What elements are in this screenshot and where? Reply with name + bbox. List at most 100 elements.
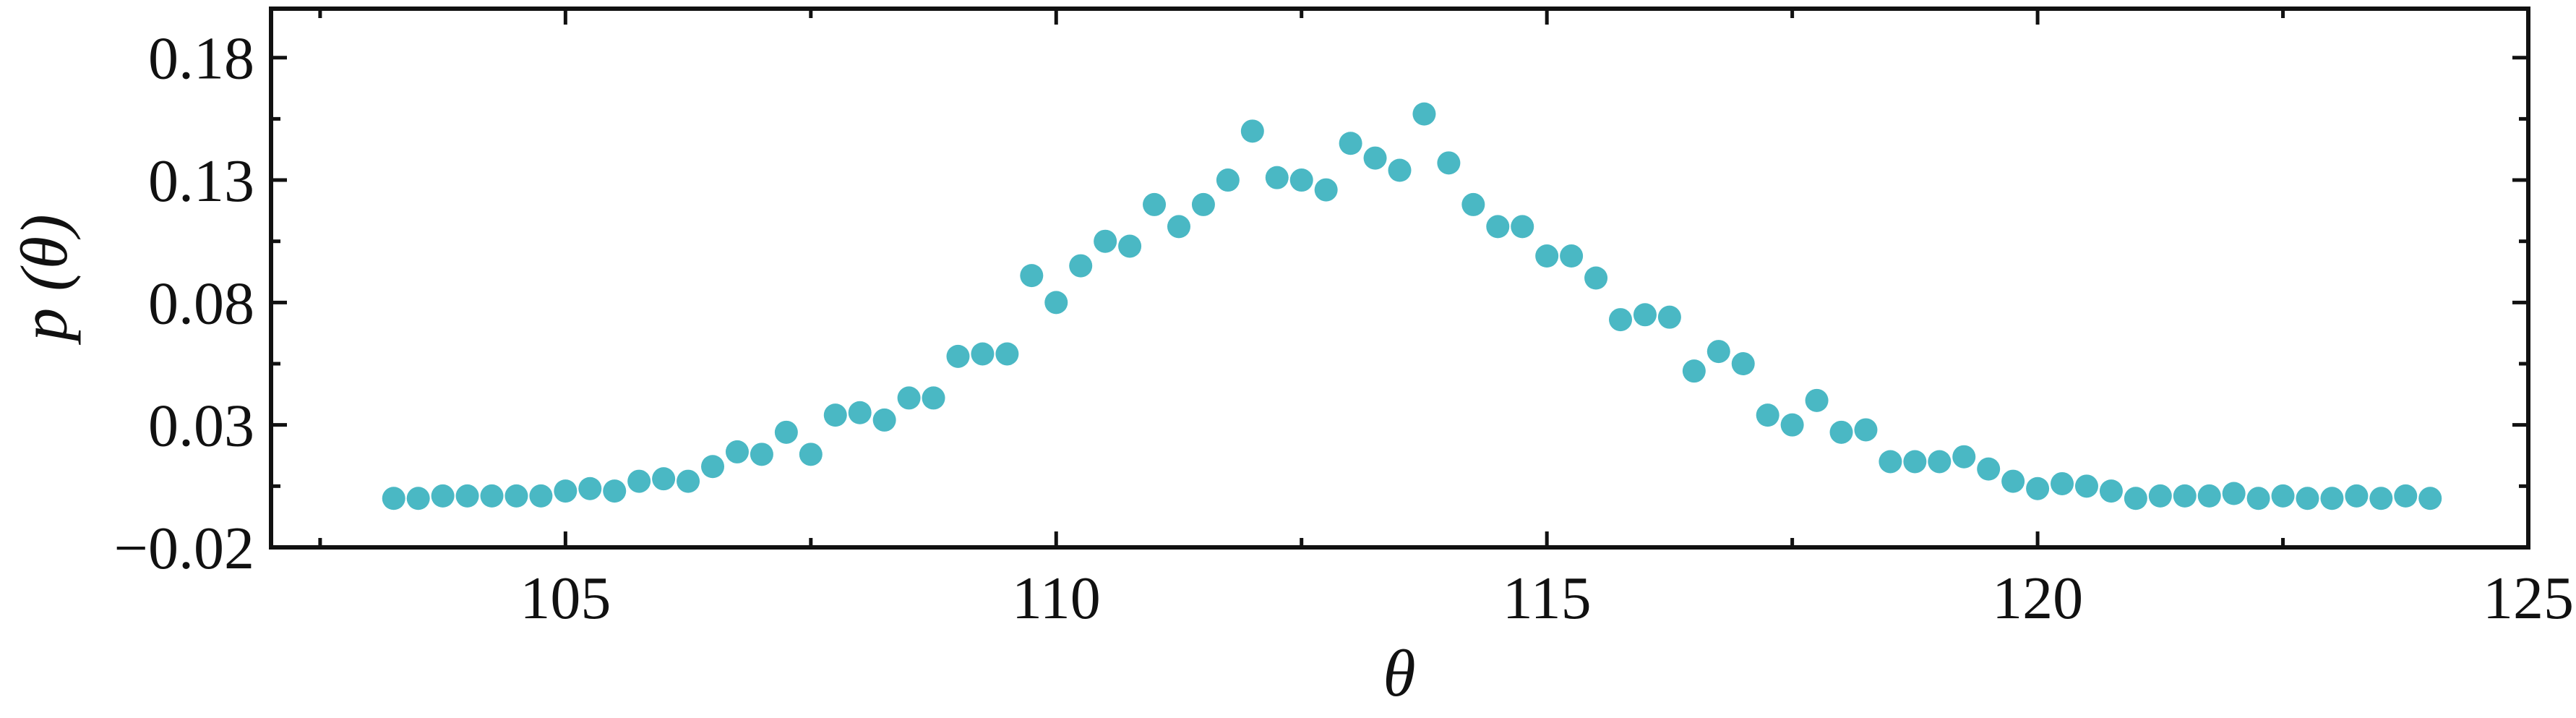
plot-frame <box>269 7 2530 550</box>
y-tick-label: 0.03 <box>148 393 254 460</box>
data-point <box>652 467 676 491</box>
data-point <box>1118 234 1142 258</box>
data-point <box>1560 244 1584 268</box>
data-point <box>1780 413 1804 437</box>
data-point <box>1952 445 1976 469</box>
data-point <box>1094 229 1117 253</box>
data-point <box>1657 305 1681 329</box>
x-tick-label: 120 <box>1992 565 2083 632</box>
y-tick-label: 0.13 <box>148 148 254 215</box>
data-point <box>2173 484 2197 508</box>
x-tick-label: 105 <box>520 565 611 632</box>
data-point <box>872 408 896 432</box>
data-point <box>2418 487 2442 510</box>
data-point <box>701 455 725 479</box>
data-point <box>554 479 578 503</box>
y-tick-label: 0.18 <box>148 25 254 93</box>
data-point <box>1069 254 1093 278</box>
data-point <box>750 443 773 466</box>
data-point <box>995 342 1019 366</box>
data-point <box>774 420 798 444</box>
data-point <box>1363 146 1387 170</box>
x-axis-title: θ <box>1383 636 1415 710</box>
data-point <box>897 386 921 410</box>
data-point <box>2394 484 2418 508</box>
data-point <box>1167 215 1190 239</box>
data-point <box>578 476 602 500</box>
data-point <box>2320 487 2344 510</box>
data-point <box>2222 482 2246 505</box>
data-point <box>725 440 749 463</box>
data-point <box>1216 168 1240 192</box>
data-point <box>1044 291 1068 315</box>
data-point <box>1240 119 1264 143</box>
data-point <box>1314 178 1338 202</box>
y-tick-label: 0.08 <box>148 270 254 337</box>
data-point <box>2001 469 2025 493</box>
data-point <box>455 484 479 508</box>
data-point <box>1437 151 1461 175</box>
data-point <box>627 469 651 493</box>
data-point <box>1191 192 1215 216</box>
data-point <box>848 401 872 424</box>
data-point <box>1633 303 1657 327</box>
data-point <box>2197 484 2221 508</box>
data-point <box>2345 484 2369 508</box>
data-points <box>382 102 2442 510</box>
data-point <box>1756 403 1779 427</box>
data-point <box>2051 471 2074 495</box>
data-point <box>1682 359 1706 383</box>
data-point <box>406 487 430 510</box>
data-point <box>823 403 847 427</box>
data-point <box>2074 474 2098 498</box>
data-point <box>2369 487 2393 510</box>
data-point <box>1020 264 1044 288</box>
data-point <box>1265 166 1289 189</box>
data-point <box>1903 450 1927 474</box>
data-point <box>2246 487 2270 510</box>
data-point <box>1879 450 1902 474</box>
axis-ticks <box>271 9 2530 550</box>
data-point <box>1805 388 1829 412</box>
data-point <box>971 342 995 366</box>
data-point <box>529 484 553 508</box>
x-tick-label: 115 <box>1503 565 1592 632</box>
data-point <box>1486 215 1510 239</box>
data-point <box>382 487 405 510</box>
x-tick-label: 125 <box>2483 565 2574 632</box>
data-point <box>1511 215 1534 239</box>
data-point <box>1829 420 1853 444</box>
data-point <box>505 484 528 508</box>
data-point <box>1535 244 1559 268</box>
data-point <box>1584 266 1608 290</box>
data-point <box>946 344 970 368</box>
y-tick-labels: −0.02 0.03 0.08 0.13 0.18 <box>114 25 254 582</box>
data-point <box>2026 476 2050 500</box>
data-point <box>2099 479 2123 503</box>
y-tick-label: −0.02 <box>114 515 254 582</box>
data-point <box>922 386 945 410</box>
data-point <box>1854 418 1878 442</box>
x-tick-labels: 105 110 115 120 125 <box>520 565 2574 632</box>
data-point <box>603 479 627 503</box>
data-point <box>2124 487 2147 510</box>
y-axis-title: p (θ) <box>7 214 81 345</box>
data-point <box>677 469 700 493</box>
data-point <box>1388 158 1412 182</box>
data-point <box>1461 192 1485 216</box>
x-tick-label: 110 <box>1012 565 1101 632</box>
data-point <box>1412 102 1436 126</box>
data-point <box>431 484 455 508</box>
data-point <box>1706 340 1730 364</box>
data-point <box>1928 450 1952 474</box>
data-point <box>799 443 823 466</box>
data-point <box>1289 168 1313 192</box>
data-point <box>2148 484 2172 508</box>
data-point <box>1143 192 1167 216</box>
data-point <box>2296 487 2319 510</box>
data-point <box>1609 308 1633 332</box>
data-point <box>480 484 504 508</box>
data-point <box>2271 484 2295 508</box>
data-point <box>1339 132 1362 155</box>
